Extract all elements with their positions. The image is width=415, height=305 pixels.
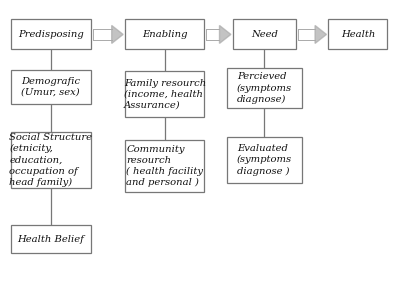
Text: Community
resourch
( health facility
and personal ): Community resourch ( health facility and…: [126, 145, 203, 187]
Text: Enabling: Enabling: [142, 30, 188, 39]
FancyBboxPatch shape: [227, 137, 302, 183]
Text: Health Belief: Health Belief: [17, 235, 84, 244]
Text: Social Structure
(etnicity,
education,
occupation of
head family): Social Structure (etnicity, education, o…: [10, 133, 93, 187]
FancyBboxPatch shape: [125, 20, 205, 49]
Text: Evaluated
(symptoms
diagnose ): Evaluated (symptoms diagnose ): [237, 144, 292, 176]
FancyBboxPatch shape: [11, 132, 90, 188]
FancyBboxPatch shape: [227, 68, 302, 108]
FancyBboxPatch shape: [233, 20, 296, 49]
Text: Percieved
(symptoms
diagnose): Percieved (symptoms diagnose): [237, 73, 292, 104]
Text: Family resourch
(income, health
Assurance): Family resourch (income, health Assuranc…: [124, 79, 206, 110]
Text: Demografic
(Umur, sex): Demografic (Umur, sex): [21, 77, 81, 97]
FancyBboxPatch shape: [125, 140, 205, 192]
Polygon shape: [220, 25, 231, 43]
FancyBboxPatch shape: [11, 20, 90, 49]
FancyBboxPatch shape: [11, 225, 90, 253]
FancyBboxPatch shape: [329, 20, 388, 49]
FancyBboxPatch shape: [11, 70, 90, 104]
Text: Predisposing: Predisposing: [18, 30, 84, 39]
Text: Health: Health: [341, 30, 375, 39]
FancyBboxPatch shape: [125, 71, 205, 117]
Polygon shape: [112, 25, 123, 43]
Text: Need: Need: [251, 30, 278, 39]
Polygon shape: [315, 25, 327, 43]
